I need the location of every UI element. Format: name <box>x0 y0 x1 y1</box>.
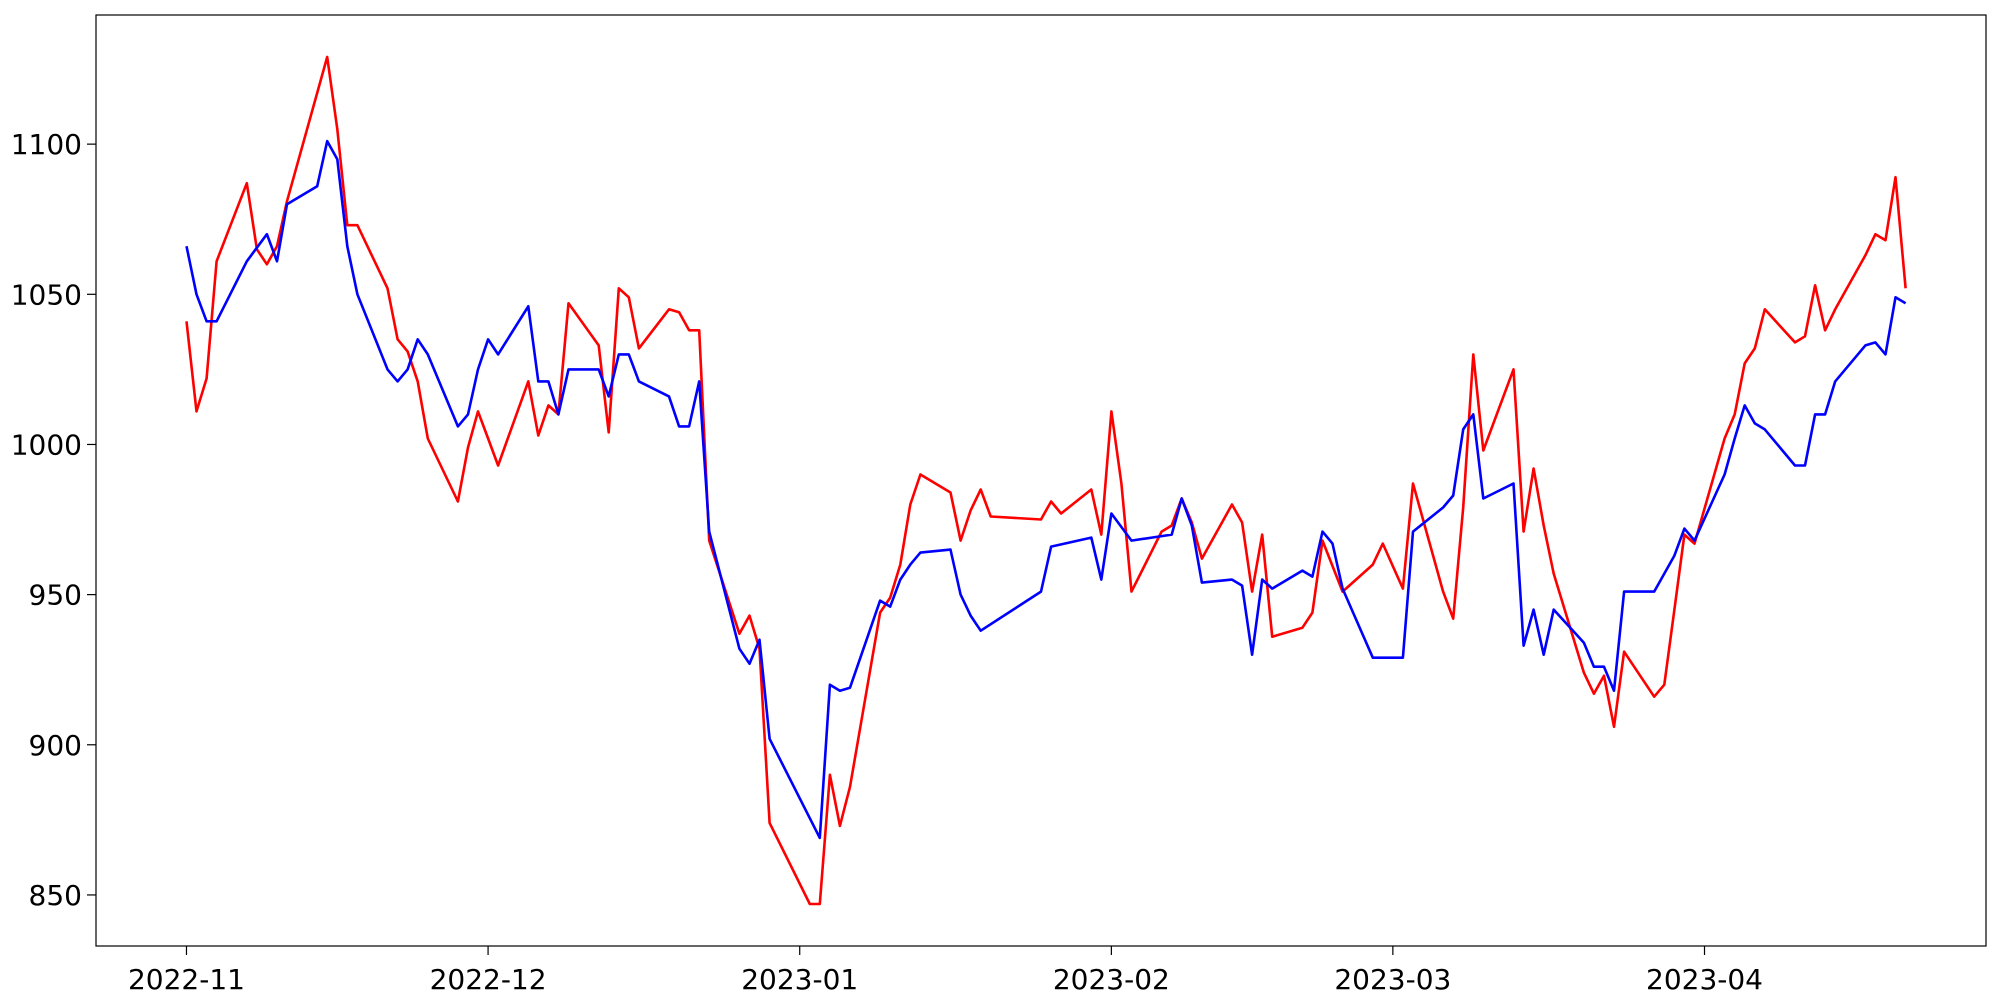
y-tick-label: 950 <box>29 579 82 612</box>
x-tick-label: 2023-01 <box>741 963 858 996</box>
x-tick-label: 2022-12 <box>430 963 547 996</box>
x-tick-label: 2023-03 <box>1334 963 1451 996</box>
plot-frame <box>95 14 1987 947</box>
x-tick-label: 2023-04 <box>1646 963 1763 996</box>
series-line <box>185 55 1907 906</box>
x-tick-label: 2023-02 <box>1053 963 1170 996</box>
y-tick-label: 850 <box>29 879 82 912</box>
series-line <box>185 139 1907 840</box>
y-tick-label: 900 <box>29 729 82 762</box>
y-tick-label: 1000 <box>11 428 82 461</box>
y-tick-label: 1050 <box>11 278 82 311</box>
x-tick-label: 2022-11 <box>128 963 245 996</box>
y-tick-label: 1100 <box>11 128 82 161</box>
